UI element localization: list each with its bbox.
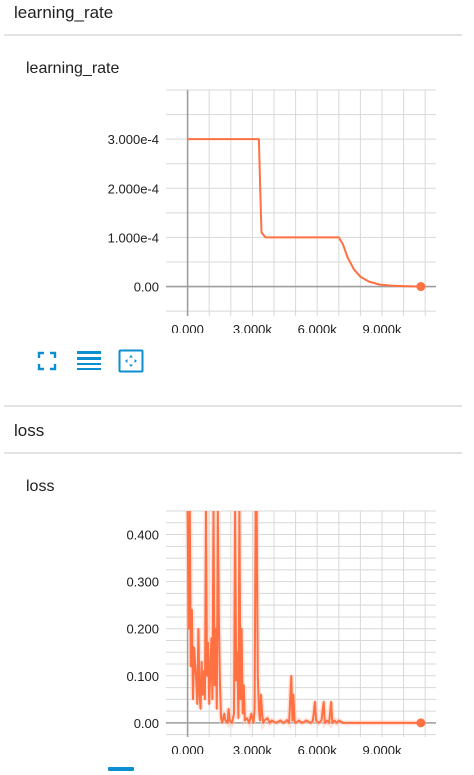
x-tick-label: 6.000k xyxy=(298,322,338,333)
chart-card-learning-rate: learning_rate 0.00 1.000e-4 2.000e-4 3.000e… xyxy=(4,36,462,402)
last-value-point xyxy=(416,282,426,292)
x-tick-label: 0.000 xyxy=(171,743,204,754)
section-divider xyxy=(4,405,462,407)
y-tick-label: 2.000e-4 xyxy=(108,181,159,196)
chart-card-loss: loss 0.00 0.100 0.200 0.300 0.400 0.000 3.000k… xyxy=(4,454,462,775)
series-line xyxy=(186,511,421,724)
fullscreen-button[interactable] xyxy=(34,348,60,374)
series-line xyxy=(187,138,421,288)
y-tick-label: 1.000e-4 xyxy=(108,230,159,245)
x-tick-label: 3.000k xyxy=(233,322,273,333)
x-tick-label: 3.000k xyxy=(233,743,273,754)
toggle-log-scale-icon xyxy=(77,351,101,370)
section-divider xyxy=(4,34,462,36)
y-tick-label: 0.100 xyxy=(126,669,159,684)
chart-title: loss xyxy=(26,478,55,495)
chart-toolbar xyxy=(34,348,144,374)
y-tick-label: 0.00 xyxy=(134,716,159,731)
loss-chart: 0.00 0.100 0.200 0.300 0.400 0.000 3.000k 6.000… xyxy=(126,510,436,754)
x-tick-label: 9.000k xyxy=(362,743,402,754)
fullscreen-icon xyxy=(37,351,57,371)
y-tick-label: 0.00 xyxy=(134,280,159,295)
section-header-loss[interactable]: loss xyxy=(14,421,45,440)
y-tick-label: 0.400 xyxy=(126,528,159,543)
learning-rate-chart: 0.00 1.000e-4 2.000e-4 3.000e-4 0.000 3.000k 6… xyxy=(108,89,436,333)
x-tick-label: 9.000k xyxy=(362,322,402,333)
y-tick-label: 0.300 xyxy=(126,575,159,590)
toggle-log-scale-button[interactable] xyxy=(76,348,102,374)
fit-domain-button[interactable] xyxy=(118,348,144,374)
chart-title: learning_rate xyxy=(26,60,120,77)
last-value-point xyxy=(416,718,426,728)
x-tick-label: 6.000k xyxy=(298,743,338,754)
y-tick-label: 3.000e-4 xyxy=(108,132,159,147)
section-divider xyxy=(4,452,462,454)
x-tick-label: 0.000 xyxy=(171,322,204,333)
fullscreen-button[interactable] xyxy=(108,767,134,771)
fit-domain-icon xyxy=(118,349,144,373)
section-header-learning-rate[interactable]: learning_rate xyxy=(14,3,114,22)
y-tick-label: 0.200 xyxy=(126,622,159,637)
